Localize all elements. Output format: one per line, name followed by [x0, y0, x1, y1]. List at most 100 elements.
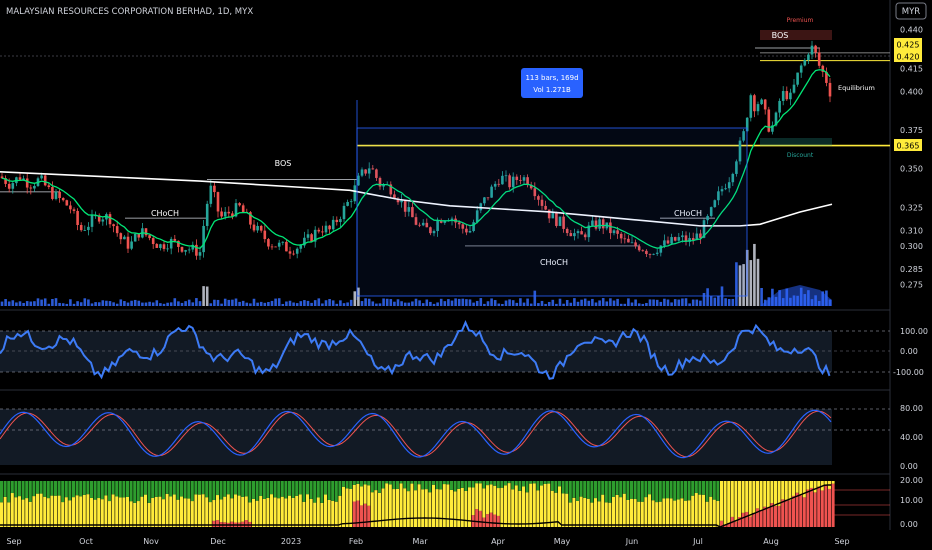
- pressure-bar-green: [529, 481, 533, 484]
- volume-bar: [76, 301, 79, 306]
- pressure-bar-red: [788, 500, 792, 527]
- pressure-bar-yellow: [363, 484, 367, 504]
- measure-box: [521, 68, 583, 98]
- pressure-bar-green: [554, 481, 558, 493]
- pressure-bar-yellow: [399, 483, 403, 527]
- pressure-bar-green: [201, 481, 205, 495]
- pressure-bar-yellow: [428, 492, 432, 527]
- volume-bar: [213, 299, 216, 306]
- pressure-bar-green: [648, 481, 651, 495]
- candle-body: [238, 203, 241, 206]
- pressure-bar-red: [795, 492, 799, 527]
- pressure-bar-yellow: [781, 481, 785, 500]
- candle-body: [490, 186, 493, 198]
- pressure-bar-green: [133, 481, 137, 503]
- osc3-tick: 20.00: [900, 476, 923, 485]
- volume-bar: [223, 298, 227, 306]
- pressure-bar-red: [360, 505, 363, 527]
- candle-body: [587, 225, 591, 238]
- volume-bar: [285, 301, 288, 306]
- pressure-bar-yellow: [270, 494, 273, 527]
- candle-body: [43, 175, 47, 186]
- volume-bar: [551, 299, 555, 306]
- candle-body: [166, 248, 169, 250]
- pressure-bar-green: [450, 481, 453, 490]
- candle-body: [796, 72, 799, 85]
- pressure-bar-yellow: [126, 496, 129, 527]
- pressure-bar-yellow: [316, 497, 320, 527]
- pressure-bar-yellow: [280, 496, 284, 527]
- pressure-bar-green: [122, 481, 126, 498]
- pressure-bar-yellow: [705, 501, 709, 527]
- currency-button[interactable]: [895, 2, 927, 20]
- volume-bar: [468, 299, 472, 306]
- discount-label: Discount: [787, 152, 814, 159]
- candle-body: [493, 183, 497, 187]
- volume-bar: [443, 301, 447, 306]
- price-scale[interactable]: 0.440 0.415 0.400 0.375 0.350 0.325 0.310 0.300…: [900, 26, 923, 290]
- currency-button-label[interactable]: MYR: [902, 7, 921, 17]
- pressure-bar-yellow: [590, 502, 594, 527]
- pressure-bar-red: [817, 486, 821, 527]
- pressure-bar-red: [766, 507, 770, 527]
- candle-body: [256, 225, 259, 231]
- pressure-bar-green: [190, 481, 194, 502]
- pressure-bar-green: [39, 481, 43, 494]
- candle-body: [616, 230, 619, 234]
- pressure-bar-green: [327, 481, 331, 500]
- volume-bar: [659, 301, 663, 306]
- candle-body: [475, 210, 479, 223]
- volume-bar: [540, 300, 544, 306]
- candle-body: [25, 178, 29, 188]
- pressure-bar-green: [507, 481, 511, 484]
- pressure-bar-yellow: [727, 481, 731, 524]
- price-badge-high1: [894, 38, 922, 50]
- pressure-bar-yellow: [734, 481, 738, 522]
- moving-average-line: [0, 171, 833, 227]
- price-tick: 0.285: [900, 265, 923, 274]
- pressure-bar-yellow: [68, 500, 72, 527]
- pressure-bar-yellow: [388, 484, 392, 527]
- candle-body: [821, 65, 825, 72]
- candle-body: [227, 211, 231, 214]
- pressure-bar-green: [662, 481, 666, 499]
- pressure-bar-green: [417, 481, 421, 485]
- pressure-bar-yellow: [608, 502, 612, 527]
- pressure-bar-yellow: [241, 496, 245, 522]
- candle-body: [612, 230, 616, 234]
- candle-body: [216, 192, 220, 212]
- pressure-bar-yellow: [378, 492, 381, 527]
- volume-bar: [511, 300, 515, 306]
- pressure-bar-green: [453, 481, 457, 492]
- measure-range[interactable]: [356, 127, 748, 297]
- candle-body: [288, 251, 292, 254]
- pressure-bar-yellow: [576, 500, 579, 527]
- candle-body: [609, 222, 612, 234]
- volume-bar: [270, 300, 274, 306]
- pressure-bar-green: [414, 481, 417, 491]
- pressure-bar-green: [118, 481, 122, 498]
- pressure-bar-yellow: [594, 498, 597, 527]
- time-axis[interactable]: Sep Oct Nov Dec 2023 Feb Mar Apr May Jun Jul Aug Sep: [6, 537, 849, 546]
- pressure-bar-green: [615, 481, 619, 495]
- pressure-bar-yellow: [561, 493, 565, 527]
- volume-bar: [155, 300, 159, 306]
- price-badge-high1-text: 0.425: [897, 41, 920, 50]
- pressure-bar-green: [511, 481, 515, 490]
- pressure-bar-yellow: [3, 496, 7, 527]
- volume-bar: [666, 299, 670, 306]
- pressure-bar-yellow: [108, 501, 111, 527]
- candle-body: [263, 230, 267, 240]
- pressure-bar-yellow: [136, 501, 140, 527]
- volume-bar: [691, 299, 695, 306]
- pressure-bar-yellow: [7, 502, 11, 527]
- volume-bar: [583, 298, 587, 306]
- pressure-bar-green: [309, 481, 313, 499]
- candle-body: [432, 231, 436, 234]
- pressure-bar-red: [478, 510, 482, 527]
- volume-bar: [637, 303, 641, 306]
- candle-body: [537, 196, 540, 200]
- volume-bar: [306, 300, 310, 306]
- candle-body: [396, 198, 400, 203]
